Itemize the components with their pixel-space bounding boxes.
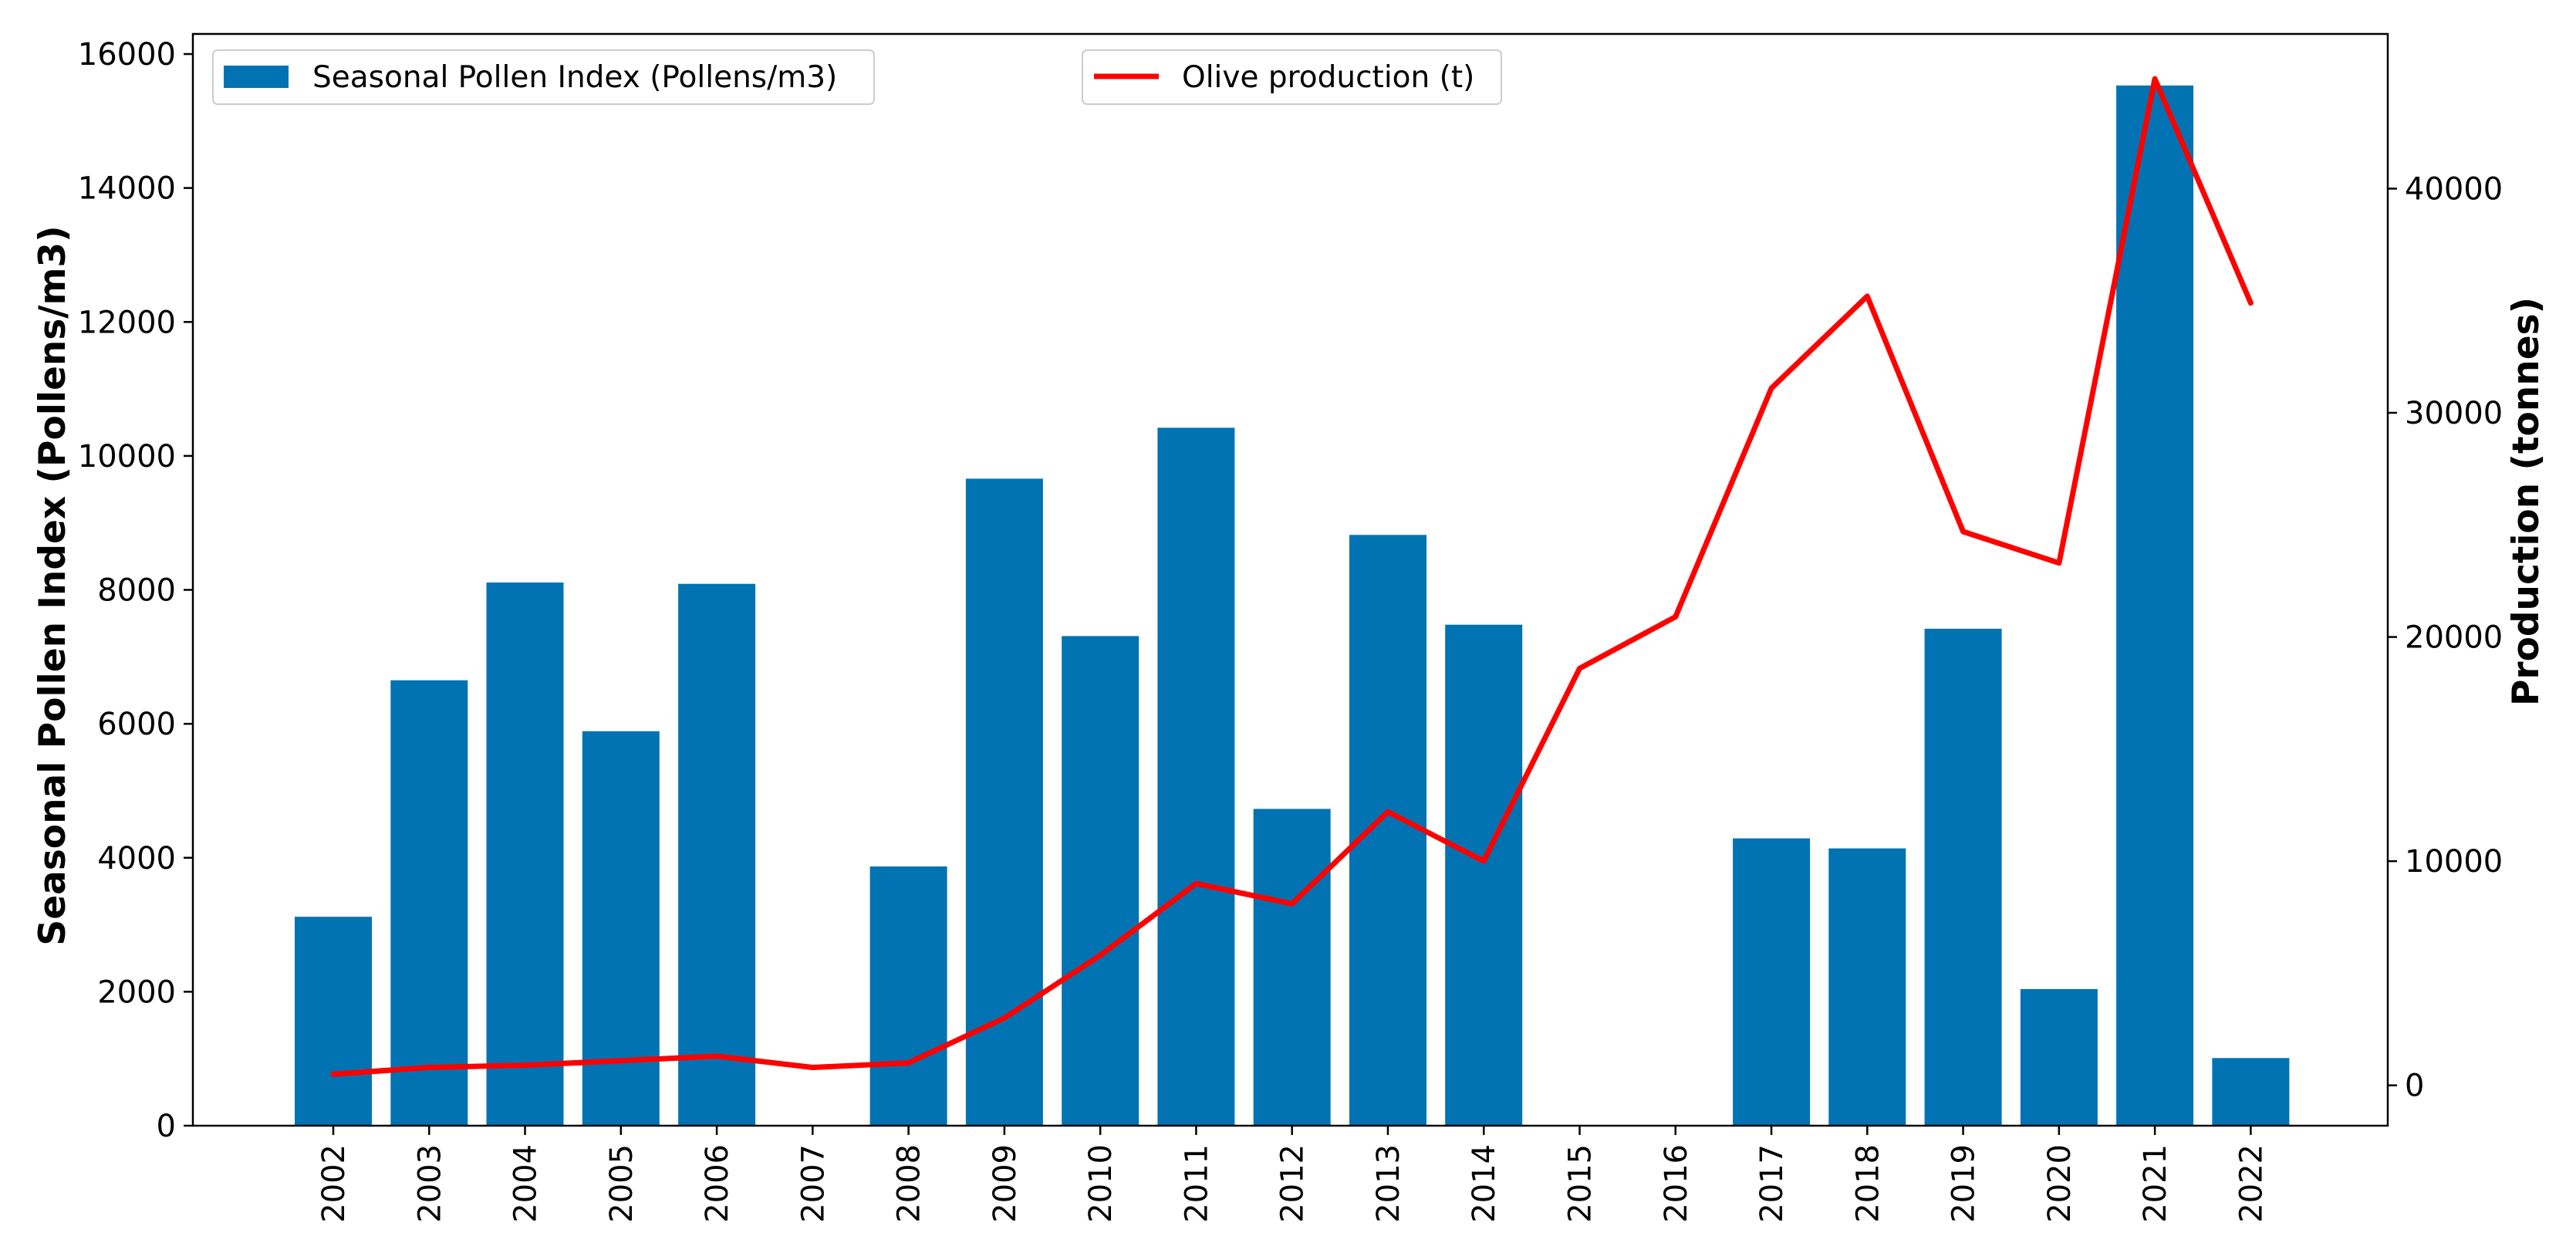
y-tick-label: 4000 bbox=[97, 841, 176, 876]
x-axis-ticks: 2002 2003 2004 2005 2006 2007 2008 2009 2010 2011… bbox=[316, 1126, 2269, 1223]
x-tick-label: 2006 bbox=[700, 1144, 735, 1223]
y-tick-label: 10000 bbox=[78, 439, 176, 475]
bar-2013 bbox=[1349, 535, 1426, 1126]
y-axis-ticks: 0 2000 4000 6000 8000 10000 12000 14000 16000 bbox=[78, 37, 193, 1144]
x-tick-label: 2003 bbox=[412, 1144, 447, 1223]
y-tick-label: 12000 bbox=[78, 305, 176, 340]
y-tick-label: 0 bbox=[157, 1109, 176, 1144]
x-tick-label: 2017 bbox=[1754, 1144, 1790, 1223]
y2-tick-label: 30000 bbox=[2405, 396, 2503, 431]
bar-2019 bbox=[1924, 628, 2002, 1126]
y2-tick-label: 0 bbox=[2405, 1069, 2424, 1104]
x-tick-label: 2013 bbox=[1371, 1144, 1406, 1223]
x-tick-label: 2004 bbox=[508, 1144, 544, 1223]
bar-2017 bbox=[1733, 838, 1811, 1126]
legend-production-label: Olive production (t) bbox=[1182, 60, 1474, 95]
production-line bbox=[330, 76, 2254, 1077]
y2-tick-label: 20000 bbox=[2405, 620, 2503, 656]
bar-2012 bbox=[1253, 809, 1331, 1126]
x-tick-label: 2005 bbox=[604, 1144, 640, 1223]
bar-2002 bbox=[295, 917, 372, 1126]
y2-axis-title: Production (tonnes) bbox=[2505, 297, 2547, 706]
x-tick-label: 2022 bbox=[2233, 1144, 2269, 1223]
x-tick-label: 2015 bbox=[1563, 1144, 1599, 1223]
plot-frame bbox=[191, 32, 2389, 1127]
x-tick-label: 2007 bbox=[795, 1144, 831, 1223]
bar-2010 bbox=[1062, 636, 1139, 1126]
x-tick-label: 2019 bbox=[1946, 1144, 1982, 1223]
y-tick-label: 8000 bbox=[97, 573, 176, 609]
bar-2018 bbox=[1828, 848, 1906, 1126]
y2-axis-ticks: 0 10000 20000 30000 40000 bbox=[2388, 172, 2503, 1104]
x-tick-label: 2016 bbox=[1659, 1144, 1694, 1223]
y2-tick-label: 40000 bbox=[2405, 172, 2503, 208]
y-tick-label: 14000 bbox=[78, 171, 176, 207]
bar-2004 bbox=[486, 583, 564, 1126]
x-tick-label: 2011 bbox=[1179, 1144, 1214, 1223]
x-tick-label: 2008 bbox=[892, 1144, 927, 1223]
x-tick-label: 2009 bbox=[988, 1144, 1023, 1223]
legend-pollen: Seasonal Pollen Index (Pollens/m3) bbox=[212, 49, 875, 105]
pollen-bars bbox=[295, 85, 2290, 1126]
bar-2006 bbox=[678, 583, 756, 1126]
legend-production-frame bbox=[1082, 49, 1502, 105]
y-tick-label: 6000 bbox=[97, 707, 176, 742]
x-tick-label: 2018 bbox=[1850, 1144, 1886, 1223]
y-tick-label: 2000 bbox=[97, 974, 176, 1010]
bar-2014 bbox=[1445, 624, 1523, 1126]
x-tick-label: 2012 bbox=[1275, 1144, 1311, 1223]
bar-2008 bbox=[869, 866, 947, 1126]
x-tick-label: 2002 bbox=[316, 1144, 352, 1223]
y-axis-title: Seasonal Pollen Index (Pollens/m3) bbox=[32, 225, 74, 945]
bar-2011 bbox=[1157, 427, 1235, 1126]
bar-2022 bbox=[2212, 1058, 2290, 1126]
bar-2003 bbox=[390, 680, 468, 1126]
bar-2005 bbox=[582, 731, 660, 1126]
x-tick-label: 2010 bbox=[1083, 1144, 1119, 1223]
legend-production: Olive production (t) bbox=[1082, 49, 1502, 105]
y-tick-label: 16000 bbox=[78, 37, 176, 73]
x-tick-label: 2014 bbox=[1467, 1144, 1502, 1223]
x-tick-label: 2021 bbox=[2138, 1144, 2173, 1223]
x-tick-label: 2020 bbox=[2042, 1144, 2078, 1223]
legend-pollen-swatch bbox=[224, 66, 289, 88]
plot-border bbox=[191, 32, 2389, 1127]
y2-tick-label: 10000 bbox=[2405, 844, 2503, 880]
legend-pollen-label: Seasonal Pollen Index (Pollens/m3) bbox=[312, 60, 837, 95]
bar-2020 bbox=[2020, 988, 2098, 1126]
bar-2021 bbox=[2116, 85, 2194, 1126]
legend-pollen-frame bbox=[212, 49, 875, 105]
